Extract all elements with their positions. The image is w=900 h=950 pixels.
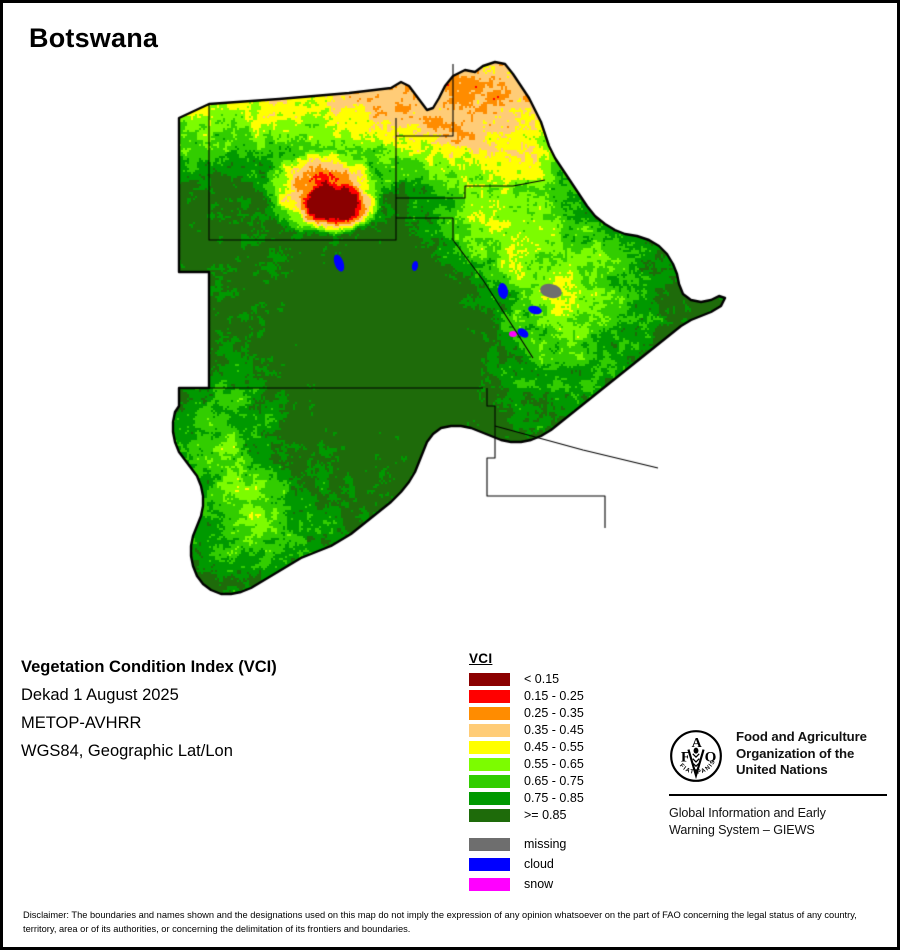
fao-org-line-3: United Nations — [736, 762, 828, 778]
legend-class-label: 0.55 - 0.65 — [524, 757, 584, 771]
legend-class-label: 0.25 - 0.35 — [524, 706, 584, 720]
legend-mask-swatch — [469, 877, 510, 891]
fao-org-line-1: Food and Agriculture — [736, 729, 867, 744]
info-heading: Vegetation Condition Index (VCI) — [21, 658, 277, 676]
legend-class-swatch — [469, 723, 510, 737]
legend-mask-row[interactable]: snow — [469, 876, 584, 892]
vci-legend: VCI < 0.15 0.15 - 0.25 0.25 - 0.35 0.35 - 0… — [469, 651, 584, 896]
page-title: Botswana — [29, 23, 159, 53]
info-dekad: Dekad 1 August 2025 — [21, 686, 179, 704]
legend-class-swatch — [469, 706, 510, 720]
legend-class-row[interactable]: 0.75 - 0.85 — [469, 790, 584, 806]
legend-mask-label: cloud — [524, 857, 554, 871]
legend-class-swatch — [469, 689, 510, 703]
legend-class-label: 0.45 - 0.55 — [524, 740, 584, 754]
svg-text:F: F — [681, 749, 690, 765]
legend-class-row[interactable]: 0.65 - 0.75 — [469, 773, 584, 789]
legend-title: VCI — [469, 651, 493, 666]
legend-mask-row[interactable]: cloud — [469, 856, 584, 872]
fao-branding: F A O FIAT PANIS Food and Agriculture Or… — [669, 729, 887, 838]
legend-class-swatch — [469, 774, 510, 788]
legend-class-row[interactable]: 0.15 - 0.25 — [469, 688, 584, 704]
legend-class-label: 0.75 - 0.85 — [524, 791, 584, 805]
legend-class-row[interactable]: < 0.15 — [469, 671, 584, 687]
legend-class-label: 0.15 - 0.25 — [524, 689, 584, 703]
legend-class-label: 0.65 - 0.75 — [524, 774, 584, 788]
legend-class-row[interactable]: >= 0.85 — [469, 807, 584, 823]
fao-org-line-2: Organization of the — [736, 745, 855, 761]
legend-class-swatch — [469, 757, 510, 771]
legend-mask-row[interactable]: missing — [469, 836, 584, 852]
legend-class-swatch — [469, 740, 510, 754]
info-projection: WGS84, Geographic Lat/Lon — [21, 742, 233, 760]
svg-text:A: A — [692, 735, 703, 751]
legend-class-row[interactable]: 0.45 - 0.55 — [469, 739, 584, 755]
legend-mask-list: missing cloud snow — [469, 836, 584, 892]
vci-raster-canvas[interactable] — [153, 58, 773, 628]
legend-class-list: < 0.15 0.15 - 0.25 0.25 - 0.35 0.35 - 0.45 0… — [469, 671, 584, 823]
legend-mask-label: missing — [524, 837, 567, 851]
giews-line-2: Warning System – GIEWS — [669, 822, 815, 837]
legend-mask-label: snow — [524, 877, 554, 891]
legend-class-swatch — [469, 808, 510, 822]
vci-map[interactable] — [153, 58, 773, 628]
legend-class-row[interactable]: 0.25 - 0.35 — [469, 705, 584, 721]
legend-class-label: 0.35 - 0.45 — [524, 723, 584, 737]
fao-logo-icon: F A O FIAT PANIS — [670, 730, 722, 782]
legend-class-label: < 0.15 — [524, 672, 560, 686]
map-info-block: Vegetation Condition Index (VCI) Dekad 1… — [21, 658, 451, 770]
legend-class-swatch — [469, 672, 510, 686]
legend-class-label: >= 0.85 — [524, 808, 567, 822]
legend-class-row[interactable]: 0.55 - 0.65 — [469, 756, 584, 772]
info-sensor: METOP-AVHRR — [21, 714, 142, 732]
legend-mask-swatch — [469, 837, 510, 851]
fao-divider — [669, 794, 887, 796]
legend-class-row[interactable]: 0.35 - 0.45 — [469, 722, 584, 738]
legend-mask-swatch — [469, 857, 510, 871]
giews-line-1: Global Information and Early — [669, 806, 826, 820]
svg-text:O: O — [705, 749, 717, 765]
disclaimer-text: Disclaimer: The boundaries and names sho… — [23, 910, 857, 935]
legend-class-swatch — [469, 791, 510, 805]
